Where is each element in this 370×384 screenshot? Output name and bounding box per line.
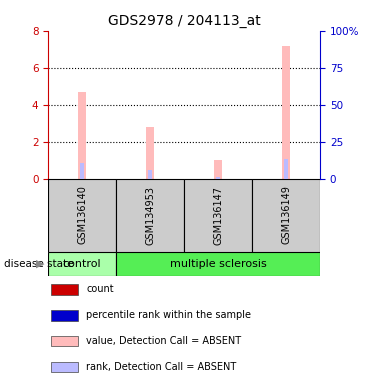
Bar	[116, 252, 320, 276]
Text: rank, Detection Call = ABSENT: rank, Detection Call = ABSENT	[86, 362, 236, 372]
Bar	[51, 336, 78, 346]
Bar	[148, 170, 152, 179]
Bar	[51, 362, 78, 372]
Bar	[78, 92, 86, 179]
Bar	[48, 179, 116, 252]
Bar	[184, 179, 252, 252]
Text: GSM136147: GSM136147	[213, 185, 223, 245]
Bar	[282, 46, 290, 179]
Text: count: count	[86, 285, 114, 295]
Bar	[285, 159, 288, 179]
Bar	[146, 127, 154, 179]
Text: multiple sclerosis: multiple sclerosis	[170, 259, 266, 269]
Text: GSM136149: GSM136149	[281, 185, 291, 245]
Bar	[116, 179, 184, 252]
Bar	[48, 252, 116, 276]
Bar	[252, 179, 320, 252]
Text: GSM136140: GSM136140	[77, 185, 87, 245]
Text: value, Detection Call = ABSENT: value, Detection Call = ABSENT	[86, 336, 241, 346]
Bar	[51, 284, 78, 295]
Text: GSM134953: GSM134953	[145, 185, 155, 245]
Bar	[216, 177, 220, 179]
Bar	[51, 310, 78, 321]
Bar	[214, 160, 222, 179]
Text: control: control	[63, 259, 101, 269]
Bar	[80, 163, 84, 179]
Text: ▶: ▶	[36, 259, 44, 269]
Text: percentile rank within the sample: percentile rank within the sample	[86, 310, 251, 320]
Text: disease state: disease state	[4, 259, 73, 269]
Title: GDS2978 / 204113_at: GDS2978 / 204113_at	[108, 14, 260, 28]
